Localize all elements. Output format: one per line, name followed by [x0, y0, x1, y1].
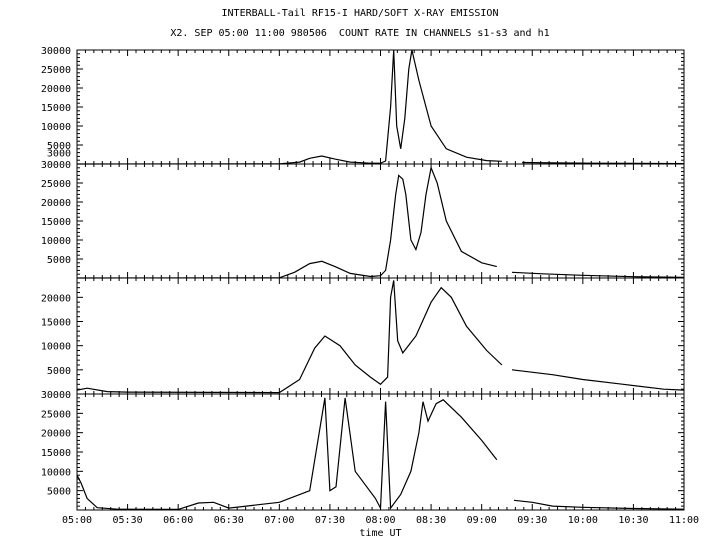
panel-frame-s1 — [76, 49, 685, 165]
panel-frame-s3 — [76, 277, 685, 395]
y-tick-label-s1: 20000 — [41, 84, 71, 95]
y-tick-label-h1: 15000 — [41, 448, 71, 459]
series-line-s1 — [76, 49, 502, 165]
y-tick-label-s3: 10000 — [41, 342, 71, 353]
x-tick-label: 09:30 — [517, 515, 547, 526]
panel-frame-s2 — [76, 163, 685, 279]
y-tick-label-h1: 25000 — [41, 409, 71, 420]
y-tick-label-s1: 5000 — [47, 141, 71, 152]
y-tick-label-h1: 20000 — [41, 429, 71, 440]
series-line-s2 — [511, 271, 685, 278]
y-tick-label-s1: 3000 — [47, 149, 71, 160]
x-tick-label: 08:00 — [365, 515, 395, 526]
y-tick-label-s2: 5000 — [47, 255, 71, 266]
x-tick-label: 10:30 — [618, 515, 648, 526]
series-line-s1 — [522, 161, 685, 165]
series-line-s3 — [511, 369, 685, 391]
y-tick-label-s3: 20000 — [41, 293, 71, 304]
series-line-h1 — [76, 397, 498, 511]
y-tick-label-s2: 30000 — [41, 160, 71, 171]
x-tick-label: 08:30 — [416, 515, 446, 526]
y-tick-label-s1: 30000 — [41, 46, 71, 57]
y-tick-label-s3: 5000 — [47, 366, 71, 377]
x-tick-label: 09:00 — [467, 515, 497, 526]
y-tick-label-h1: 10000 — [41, 467, 71, 478]
x-tick-label: 07:00 — [264, 515, 294, 526]
x-tick-label: 11:00 — [669, 515, 699, 526]
y-tick-label-s2: 20000 — [41, 198, 71, 209]
x-tick-label: 05:00 — [62, 515, 92, 526]
y-tick-label-s2: 15000 — [41, 217, 71, 228]
y-tick-label-s2: 10000 — [41, 236, 71, 247]
x-tick-label: 06:30 — [214, 515, 244, 526]
y-tick-label-s3: 15000 — [41, 318, 71, 329]
y-tick-label-s1: 10000 — [41, 122, 71, 133]
series-line-h1 — [513, 499, 685, 510]
y-tick-label-s1: 15000 — [41, 103, 71, 114]
y-tick-label-s1: 25000 — [41, 65, 71, 76]
y-tick-label-s2: 25000 — [41, 179, 71, 190]
x-tick-label: 05:30 — [113, 515, 143, 526]
x-tick-label: 10:00 — [568, 515, 598, 526]
panel-frame-h1 — [76, 393, 685, 511]
x-tick-label: 07:30 — [315, 515, 345, 526]
series-line-s2 — [76, 165, 497, 279]
series-line-s3 — [76, 280, 503, 394]
x-tick-label: 06:00 — [163, 515, 193, 526]
chart-subtitle: X2. SEP 05:00 11:00 980506 COUNT RATE IN… — [170, 28, 550, 39]
chart-title: INTERBALL-Tail RF15-I HARD/SOFT X-RAY EM… — [221, 8, 499, 19]
y-tick-label-h1: 5000 — [47, 487, 71, 498]
x-axis-label: time UT — [359, 528, 401, 539]
y-tick-label-h1: 30000 — [41, 390, 71, 401]
